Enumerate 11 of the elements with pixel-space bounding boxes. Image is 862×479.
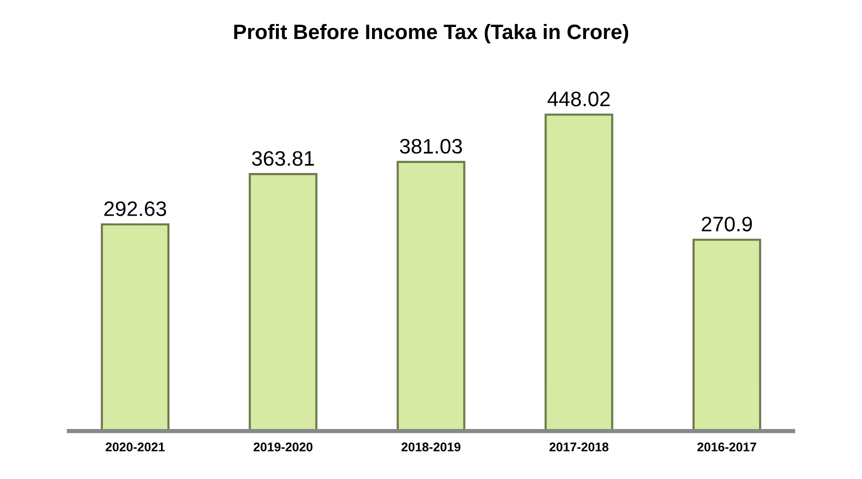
x-tick-label: 2016-2017	[697, 442, 756, 452]
chart-title: Profit Before Income Tax (Taka in Crore)	[234, 24, 628, 44]
x-tick-label: 2017-2018	[549, 442, 608, 452]
x-tick-label: 2019-2020	[254, 442, 312, 452]
data-label: 448.02	[548, 92, 610, 106]
data-label: 270.9	[702, 216, 752, 232]
x-tick-label: 2018-2019	[402, 442, 460, 452]
data-label: 363.81	[252, 151, 314, 166]
x-tick-label: 2020-2021	[106, 442, 165, 452]
data-label: 292.63	[104, 201, 166, 216]
data-label: 381.03	[400, 138, 462, 154]
